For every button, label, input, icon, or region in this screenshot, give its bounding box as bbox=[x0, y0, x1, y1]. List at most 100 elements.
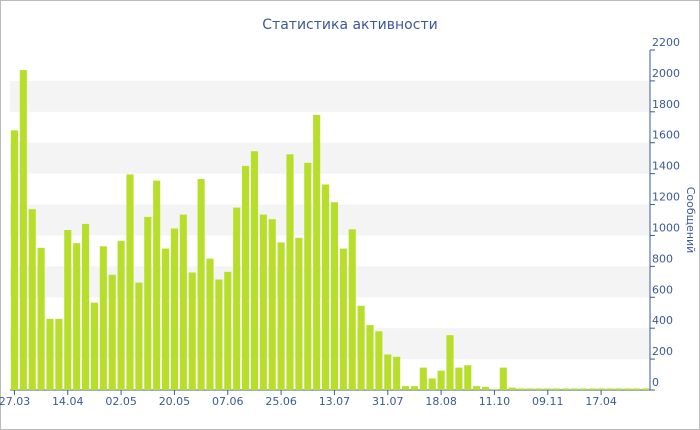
x-tick-label: 14.04 bbox=[52, 395, 84, 408]
bar bbox=[19, 70, 27, 390]
y-tick-label: 1400 bbox=[652, 160, 680, 173]
bar bbox=[259, 214, 267, 390]
bar bbox=[188, 272, 196, 390]
bar bbox=[233, 207, 241, 390]
y-tick-label: 1000 bbox=[652, 221, 680, 234]
x-tick-label: 13.07 bbox=[319, 395, 351, 408]
bar bbox=[348, 229, 356, 390]
bar bbox=[419, 367, 427, 390]
grid-band bbox=[10, 328, 650, 360]
y-tick-label: 1600 bbox=[652, 129, 680, 142]
bar bbox=[170, 228, 178, 390]
bar bbox=[535, 388, 543, 390]
bar bbox=[64, 230, 72, 390]
bar bbox=[126, 174, 134, 390]
x-tick-label: 18.08 bbox=[425, 395, 457, 408]
bar bbox=[455, 367, 463, 390]
y-tick-label: 800 bbox=[652, 252, 673, 265]
grid-band bbox=[10, 204, 650, 236]
bar bbox=[268, 219, 276, 390]
bar bbox=[37, 247, 45, 390]
bar bbox=[357, 305, 365, 390]
grid-band bbox=[10, 142, 650, 174]
y-tick-label: 1800 bbox=[652, 98, 680, 111]
bar bbox=[224, 271, 232, 390]
y-axis-title: Сообщений bbox=[684, 187, 697, 254]
y-tick-label: 2000 bbox=[652, 67, 680, 80]
bar bbox=[82, 223, 90, 390]
bar bbox=[642, 388, 650, 390]
bar bbox=[135, 282, 143, 390]
chart-title: Статистика активности bbox=[262, 17, 437, 33]
bar bbox=[117, 240, 125, 390]
x-tick-label: 20.05 bbox=[159, 395, 191, 408]
bar bbox=[162, 248, 170, 390]
bar bbox=[482, 386, 490, 390]
bar bbox=[206, 258, 214, 390]
bar bbox=[490, 389, 498, 390]
bar bbox=[402, 386, 410, 390]
bar bbox=[366, 325, 374, 390]
bar bbox=[393, 356, 401, 390]
x-tick-label: 07.06 bbox=[212, 395, 244, 408]
grid-band bbox=[10, 80, 650, 112]
bar bbox=[553, 388, 561, 390]
bar bbox=[215, 279, 223, 390]
bar bbox=[108, 274, 116, 390]
bar bbox=[339, 248, 347, 390]
bar bbox=[286, 154, 294, 390]
bar bbox=[508, 387, 516, 390]
bar bbox=[526, 388, 534, 390]
bar bbox=[144, 216, 152, 390]
y-tick-label: 2200 bbox=[652, 36, 680, 49]
x-tick-label: 27.03 bbox=[0, 395, 30, 408]
bar bbox=[90, 302, 98, 390]
y-tick-label: 600 bbox=[652, 283, 673, 296]
bar bbox=[277, 242, 285, 390]
bar bbox=[28, 209, 36, 390]
bar bbox=[304, 162, 312, 390]
bar bbox=[73, 243, 81, 390]
bar bbox=[437, 370, 445, 390]
bar bbox=[579, 388, 587, 390]
bar bbox=[606, 388, 614, 390]
y-tick-label: 400 bbox=[652, 314, 673, 327]
bar bbox=[544, 388, 552, 390]
bar bbox=[322, 184, 330, 390]
bar bbox=[410, 386, 418, 390]
bar bbox=[464, 365, 472, 390]
bar bbox=[99, 246, 107, 390]
bar bbox=[313, 114, 321, 390]
bar bbox=[46, 318, 54, 390]
bar bbox=[633, 388, 641, 390]
bar bbox=[428, 378, 436, 390]
x-tick-label: 11.10 bbox=[479, 395, 511, 408]
bar bbox=[624, 388, 632, 390]
bar bbox=[55, 318, 63, 390]
bar bbox=[570, 388, 578, 390]
bar bbox=[330, 202, 338, 390]
y-tick-label: 1200 bbox=[652, 191, 680, 204]
bar bbox=[615, 388, 623, 390]
x-tick-label: 17.04 bbox=[585, 395, 617, 408]
x-tick-label: 31.07 bbox=[372, 395, 404, 408]
bar bbox=[517, 388, 525, 390]
bar bbox=[384, 354, 392, 390]
x-tick-label: 02.05 bbox=[105, 395, 137, 408]
bar bbox=[242, 165, 250, 390]
bar bbox=[473, 386, 481, 390]
bar bbox=[179, 214, 187, 390]
bar bbox=[295, 237, 303, 390]
bar bbox=[153, 180, 161, 390]
y-tick-label: 0 bbox=[652, 376, 659, 389]
bar bbox=[375, 331, 383, 390]
bar bbox=[197, 179, 205, 390]
bar bbox=[588, 388, 596, 390]
bar bbox=[499, 367, 507, 390]
x-tick-label: 25.06 bbox=[265, 395, 297, 408]
bar bbox=[597, 388, 605, 390]
bar bbox=[10, 130, 18, 390]
bar bbox=[250, 151, 258, 390]
y-tick-label: 200 bbox=[652, 345, 673, 358]
